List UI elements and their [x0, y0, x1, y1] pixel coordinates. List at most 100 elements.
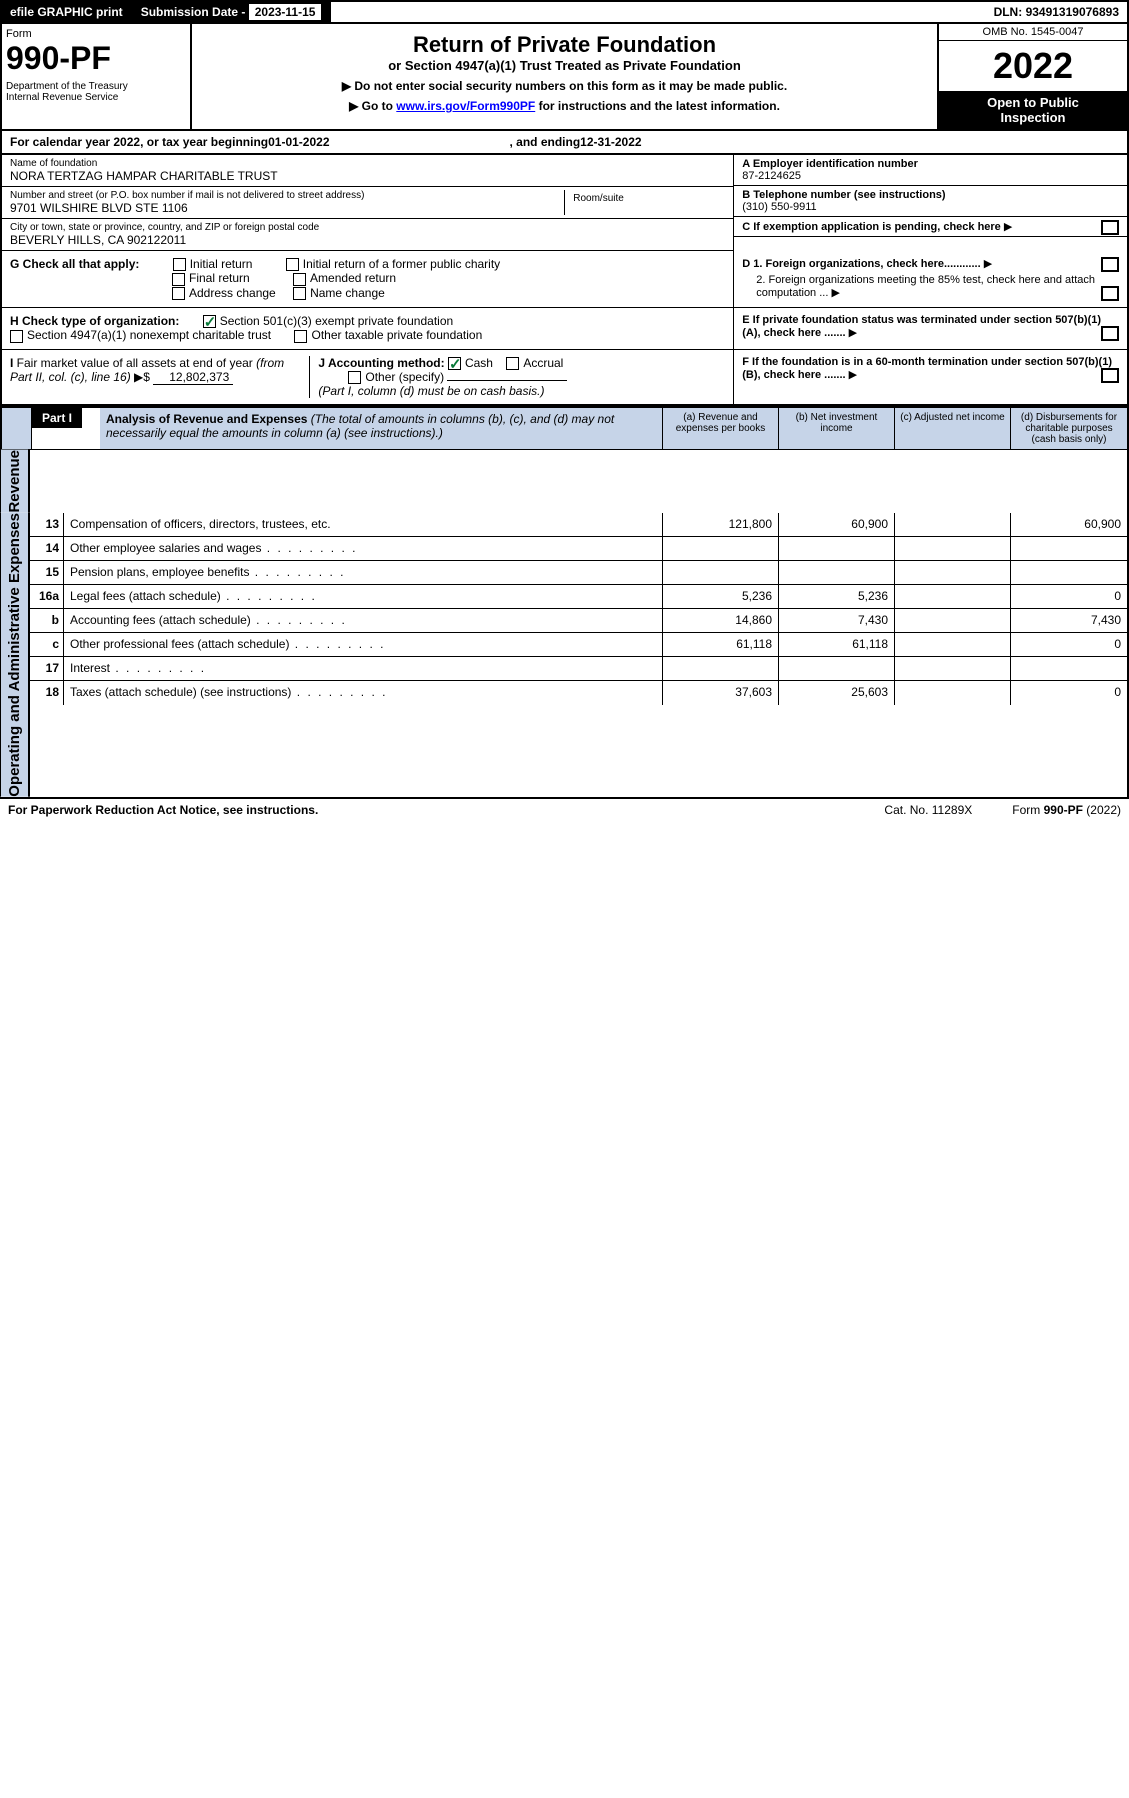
d-section: D 1. Foreign organizations, check here..…: [733, 251, 1127, 307]
col-d-val: 0: [1011, 681, 1127, 705]
irs-link[interactable]: www.irs.gov/Form990PF: [396, 99, 535, 113]
ein-row: A Employer identification number 87-2124…: [734, 155, 1127, 186]
h-section: H Check type of organization: Section 50…: [2, 308, 733, 349]
col-c-val: [895, 513, 1011, 536]
col-c-val: [895, 681, 1011, 705]
g-section: G Check all that apply: Initial return I…: [2, 251, 733, 307]
foundation-name-row: Name of foundation NORA TERTZAG HAMPAR C…: [2, 155, 733, 187]
line-desc: Pension plans, employee benefits: [64, 561, 663, 584]
e-section: E If private foundation status was termi…: [733, 308, 1127, 349]
table-row: 13Compensation of officers, directors, t…: [30, 513, 1127, 537]
line-num: 17: [30, 657, 64, 680]
top-bar: efile GRAPHIC print Submission Date - 20…: [0, 0, 1129, 24]
col-d-val: 60,900: [1011, 513, 1127, 536]
col-a-val: 121,800: [663, 513, 779, 536]
revenue-side-label: Revenue: [0, 450, 30, 513]
phone-row: B Telephone number (see instructions) (3…: [734, 186, 1127, 217]
footer-mid: Cat. No. 11289X: [884, 803, 972, 817]
form-subtitle: or Section 4947(a)(1) Trust Treated as P…: [200, 58, 929, 73]
city-state-zip: BEVERLY HILLS, CA 902122011: [10, 233, 725, 247]
col-a-val: [663, 537, 779, 560]
submission-label: Submission Date - 2023-11-15: [133, 2, 332, 22]
tax-year: 2022: [939, 41, 1127, 91]
info-block: Name of foundation NORA TERTZAG HAMPAR C…: [0, 155, 1129, 251]
col-a-val: [663, 561, 779, 584]
amended-cb[interactable]: [293, 273, 306, 286]
col-b-val: 25,603: [779, 681, 895, 705]
other-method-cb[interactable]: [348, 371, 361, 384]
department: Department of the TreasuryInternal Reven…: [6, 81, 186, 103]
exemption-checkbox[interactable]: [1101, 220, 1119, 235]
col-a-val: 37,603: [663, 681, 779, 705]
omb-number: OMB No. 1545-0047: [939, 24, 1127, 41]
col-b-val: [779, 561, 895, 584]
ein: 87-2124625: [742, 170, 1119, 182]
60month-cb[interactable]: [1101, 368, 1119, 383]
foundation-name: NORA TERTZAG HAMPAR CHARITABLE TRUST: [10, 169, 725, 183]
table-row: 15Pension plans, employee benefits: [30, 561, 1127, 585]
part1-header-row: Part I Analysis of Revenue and Expenses …: [0, 406, 1129, 450]
col-d-header: (d) Disbursements for charitable purpose…: [1011, 408, 1127, 449]
col-c-val: [895, 657, 1011, 680]
initial-return-cb[interactable]: [173, 258, 186, 271]
footer-right: Form 990-PF (2022): [1012, 803, 1121, 817]
name-change-cb[interactable]: [293, 287, 306, 300]
revenue-section: Revenue: [0, 450, 1129, 513]
expenses-section: Operating and Administrative Expenses 13…: [0, 513, 1129, 797]
col-d-val: 0: [1011, 585, 1127, 608]
initial-public-cb[interactable]: [286, 258, 299, 271]
line-desc: Accounting fees (attach schedule): [64, 609, 663, 632]
4947-cb[interactable]: [10, 330, 23, 343]
fmv-value: 12,802,373: [153, 370, 233, 385]
foreign-cb[interactable]: [1101, 257, 1119, 272]
expenses-side-label: Operating and Administrative Expenses: [0, 513, 30, 797]
col-a-header: (a) Revenue and expenses per books: [663, 408, 779, 449]
accrual-cb[interactable]: [506, 357, 519, 370]
table-row: 16aLegal fees (attach schedule)5,2365,23…: [30, 585, 1127, 609]
terminated-cb[interactable]: [1101, 326, 1119, 341]
col-a-val: 14,860: [663, 609, 779, 632]
other-taxable-cb[interactable]: [294, 330, 307, 343]
open-inspection: Open to PublicInspection: [939, 91, 1127, 129]
line-num: 13: [30, 513, 64, 536]
form-title: Return of Private Foundation: [200, 32, 929, 58]
footer-left: For Paperwork Reduction Act Notice, see …: [8, 803, 318, 817]
header-right: OMB No. 1545-0047 2022 Open to PublicIns…: [937, 24, 1127, 129]
line-desc: Interest: [64, 657, 663, 680]
phone: (310) 550-9911: [742, 201, 1119, 213]
col-d-val: [1011, 537, 1127, 560]
final-return-cb[interactable]: [172, 273, 185, 286]
cash-cb[interactable]: [448, 357, 461, 370]
i-j-section: I Fair market value of all assets at end…: [2, 350, 733, 405]
form-number: 990-PF: [6, 40, 186, 77]
foreign-85-cb[interactable]: [1101, 286, 1119, 301]
note-2: ▶ Go to www.irs.gov/Form990PF for instru…: [200, 99, 929, 113]
line-desc: Compensation of officers, directors, tru…: [64, 513, 663, 536]
col-b-val: [779, 657, 895, 680]
col-d-val: [1011, 561, 1127, 584]
form-header: Form 990-PF Department of the TreasuryIn…: [0, 24, 1129, 131]
line-num: b: [30, 609, 64, 632]
efile-label[interactable]: efile GRAPHIC print: [2, 2, 133, 22]
f-section: F If the foundation is in a 60-month ter…: [733, 350, 1127, 405]
calendar-year: For calendar year 2022, or tax year begi…: [0, 131, 1129, 155]
col-c-val: [895, 609, 1011, 632]
address-change-cb[interactable]: [172, 287, 185, 300]
col-c-val: [895, 561, 1011, 584]
col-d-val: [1011, 657, 1127, 680]
section-g-d: G Check all that apply: Initial return I…: [0, 251, 1129, 308]
501c3-cb[interactable]: [203, 315, 216, 328]
table-row: 17Interest: [30, 657, 1127, 681]
line-num: 15: [30, 561, 64, 584]
col-c-val: [895, 585, 1011, 608]
line-desc: Legal fees (attach schedule): [64, 585, 663, 608]
col-c-header: (c) Adjusted net income: [895, 408, 1011, 449]
room-suite: Room/suite: [565, 190, 725, 215]
form-label: Form: [6, 28, 186, 40]
line-desc: Other employee salaries and wages: [64, 537, 663, 560]
section-h-e: H Check type of organization: Section 50…: [0, 308, 1129, 350]
col-a-val: 61,118: [663, 633, 779, 656]
col-a-val: [663, 657, 779, 680]
address-row: Number and street (or P.O. box number if…: [2, 187, 733, 219]
col-b-val: [779, 537, 895, 560]
